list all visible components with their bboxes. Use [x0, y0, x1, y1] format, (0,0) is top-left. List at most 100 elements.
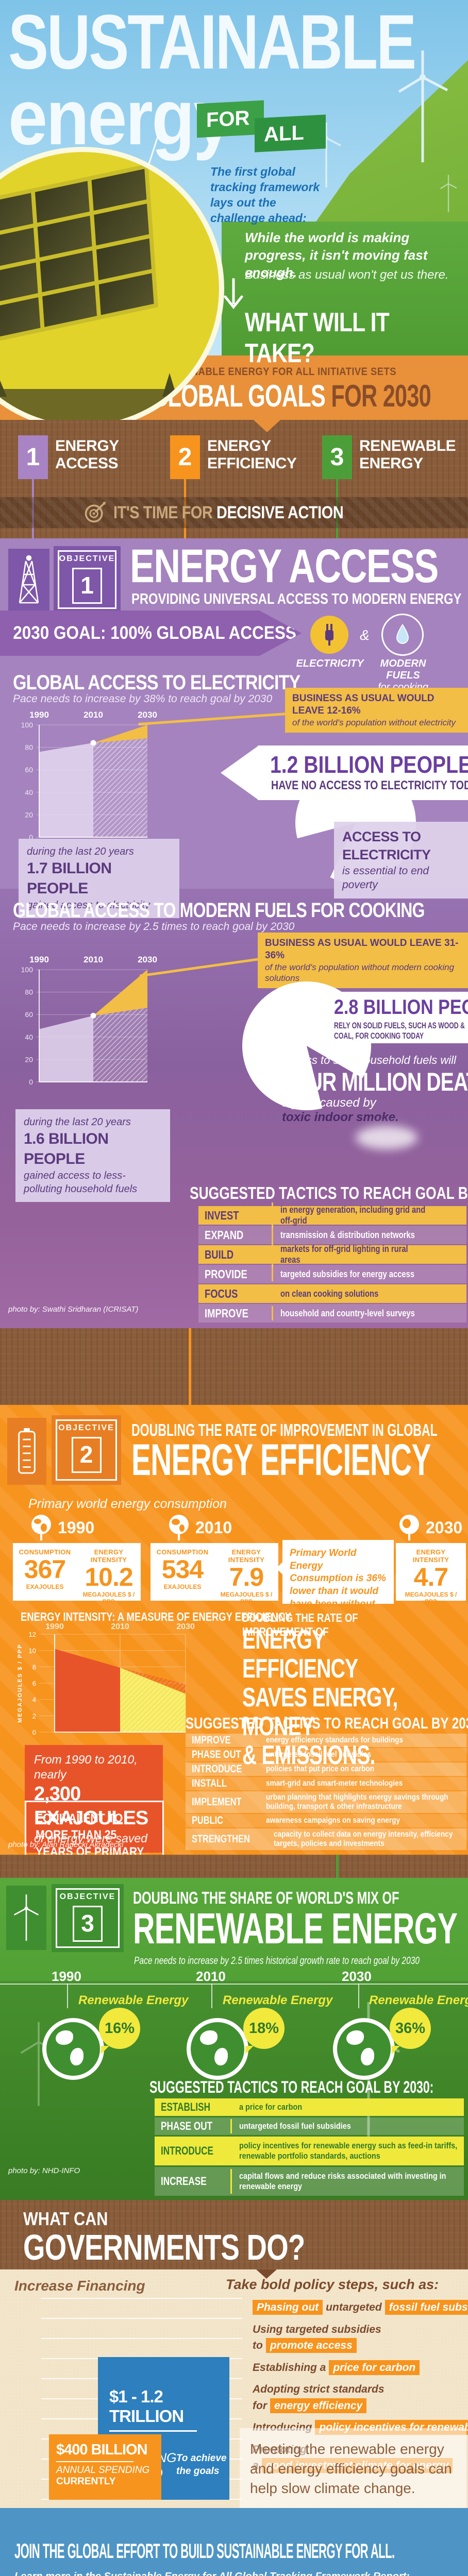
- svg-text:8: 8: [32, 1663, 36, 1671]
- tactic-row: BUILD markets for off-grid lighting in ru…: [198, 1242, 466, 1267]
- electricity-access-chart: 0 20 40 60 80 100 1990 2010 2030: [9, 708, 164, 845]
- tactic-row: IMPROVE household and country-level surve…: [198, 1304, 466, 1323]
- goal-item-energy-access: 1 ENERGY ACCESS: [18, 435, 119, 479]
- tree-silhouette: [162, 373, 177, 397]
- svg-text:2030: 2030: [176, 1622, 195, 1631]
- tactic-row: PROVIDE targeted subsidies for energy acc…: [198, 1265, 466, 1283]
- consumption-2010: CONSUMPTION 534 EXAJOULES: [156, 1548, 209, 1590]
- goal-item-renewable-energy: 3 RENEWABLE ENERGY: [322, 435, 456, 479]
- globe-2030-renewable: [333, 2018, 395, 2080]
- objective2-energy-efficiency-section: OBJECTIVE 2 DOUBLING THE RATE OF IMPROVE…: [0, 1405, 468, 1855]
- electricity-gained-box: during the last 20 years 1.7 BILLION PEO…: [19, 839, 179, 918]
- cooking-billion-caption: RELY ON SOLID FUELS, SUCH AS WOOD & COAL…: [334, 1021, 465, 1041]
- svg-text:2030: 2030: [138, 955, 157, 964]
- wind-turbine-badge-icon: [6, 1886, 46, 1950]
- svg-text:0: 0: [29, 1078, 33, 1086]
- decisive-action-text: IT'S TIME FOR DECISIVE ACTION: [113, 502, 344, 522]
- banner-pointer: [254, 420, 280, 432]
- svg-text:2010: 2010: [83, 710, 103, 720]
- pct-tail: [392, 2046, 400, 2054]
- green-field-photo: [222, 222, 468, 355]
- target-icon: [85, 501, 106, 523]
- globe-1990: 1990: [30, 1514, 94, 1541]
- svg-text:1990: 1990: [29, 710, 49, 720]
- intensity-2030: ENERGY INTENSITY 4.7 MEGAJOULES $ / PPP: [405, 1548, 457, 1605]
- arrow-tip-left: [221, 745, 259, 800]
- goal3-label: RENEWABLE ENERGY: [359, 437, 456, 472]
- objective3-title: RENEWABLE ENERGY: [133, 1904, 458, 1953]
- timeline-year-2010: 2010: [196, 1969, 226, 1984]
- electricity-poverty-note: ACCESS TO ELECTRICITY is essential to en…: [334, 822, 468, 899]
- electricity-billion-band: 1.2 BILLION PEOPLE HAVE NO ACCESS TO ELE…: [258, 745, 468, 800]
- exajoules-saved-box: From 1990 to 2010, nearly 2,300 EXAJOULE…: [25, 1745, 163, 1853]
- objective3-title-pre: DOUBLING THE SHARE OF WORLD'S MIX OF: [133, 1888, 399, 1907]
- timeline-tick: [211, 1984, 212, 2008]
- objective2-title: ENERGY EFFICIENCY: [131, 1435, 431, 1485]
- primary-consumption-label: Primary world energy consumption: [28, 1497, 227, 1511]
- svg-text:20: 20: [25, 1055, 33, 1063]
- svg-text:12: 12: [29, 1631, 36, 1638]
- governments-section: WHAT CAN GOVERNMENTS DO?: [0, 2200, 468, 2269]
- efficiency-big-statement: ENERGY EFFICIENCY SAVES ENERGY, MONEY & EM…: [242, 1625, 398, 1770]
- equivalent-box: EQUIVALENT TO MORE THAN 25 YEARS OF PRIM…: [25, 1801, 164, 1855]
- renewable-label-2010: Renewable Energy: [223, 1993, 333, 2007]
- policy-step: Adopting strict standards for energy effi…: [253, 2381, 468, 2414]
- timeline-line: [0, 1984, 468, 1985]
- globe-2010: 2010: [168, 1514, 232, 1541]
- access-tactics-heading: SUGGESTED TACTICS TO REACH GOAL BY 2030:: [190, 1183, 468, 1202]
- electricity-billion-caption: HAVE NO ACCESS TO ELECTRICITY TODAY: [271, 778, 468, 792]
- goal2-label: ENERGY EFFICIENCY: [207, 437, 297, 472]
- pct-tail: [245, 2046, 254, 2054]
- svg-text:2010: 2010: [111, 1622, 129, 1631]
- tactic-row: INCREASE capital flows and reduce risks a…: [155, 2167, 464, 2196]
- transmission-tower-icon: [8, 549, 49, 611]
- deaths-big-number: FOUR MILLION DEATHS: [281, 1067, 468, 1096]
- climate-closing-note: Meeting the renewable energy and energy …: [240, 2428, 466, 2508]
- tactic-row: INTRODUCE policy incentives for renewable…: [155, 2137, 464, 2165]
- cooking-access-chart: 0 20 40 60 80 100 1990 2010 2030: [9, 953, 164, 1090]
- efficiency-big-pre: DOUBLING THE RATE OF IMPROVEMENT OF: [242, 1611, 358, 1638]
- svg-text:80: 80: [25, 743, 33, 752]
- objective3-badge: OBJECTIVE 3: [52, 1884, 124, 1952]
- ampersand: &: [360, 627, 370, 643]
- intensity-chart-heading: ENERGY INTENSITY: A MEASURE OF ENERGY EF…: [21, 1610, 292, 1623]
- financing-bar-chart: $1 - 1.2 TRILLION ANNUAL SPENDING NEEDED…: [41, 2298, 242, 2500]
- renewable-label-1990: Renewable Energy: [78, 1993, 189, 2007]
- business-as-usual-statement: Business as usual won't get us there.: [245, 268, 449, 282]
- timeline-year-1990: 1990: [52, 1969, 81, 1984]
- electricity-bau-callout: BUSINESS AS USUAL WOULD LEAVE 12-16% of …: [285, 688, 468, 733]
- deaths-intro: Access to safe household fuels will end: [281, 1054, 456, 1080]
- wind-turbine-icon: [398, 50, 448, 162]
- svg-text:6: 6: [32, 1680, 36, 1687]
- globe-1990-renewable: [42, 2018, 104, 2080]
- governments-title-pre: WHAT CAN: [23, 2208, 108, 2229]
- efficiency-tactics-list: IMPROVE energy efficiency standards for b…: [186, 1734, 466, 1850]
- flag-for: FOR: [197, 100, 264, 138]
- timeline-tick: [67, 1984, 68, 2008]
- down-arrow-icon: [224, 278, 243, 310]
- modern-fuels-droplet-icon: [381, 614, 424, 656]
- consumption-1990: CONSUMPTION 367 EXAJOULES: [19, 1548, 71, 1590]
- energy-meter-icon: [7, 1418, 46, 1485]
- goal3-number-badge: 3: [322, 435, 352, 479]
- svg-text:1990: 1990: [45, 1622, 64, 1631]
- hero-section: SUSTAINABLE energy FOR ALL The first glo…: [0, 0, 468, 430]
- objective1-badge: OBJECTIVE 1: [54, 546, 121, 613]
- financing-policy-section: Increase Financing $1 - 1.2 TRILLION ANN…: [0, 2269, 468, 2508]
- policy-steps-heading: Take bold policy steps, such as:: [226, 2277, 439, 2292]
- pct-2030: 36%: [390, 2008, 431, 2049]
- svg-text:10: 10: [29, 1647, 36, 1655]
- decisive-action-band: IT'S TIME FOR DECISIVE ACTION: [0, 497, 468, 528]
- svg-text:100: 100: [21, 965, 34, 974]
- goal3-connector-line: [336, 479, 338, 538]
- electricity-access-heading: GLOBAL ACCESS TO ELECTRICITY: [13, 671, 300, 694]
- cooking-access-subheading: Pace needs to increase by 2.5 times to r…: [13, 921, 295, 933]
- wood-divider: [0, 1328, 468, 1405]
- goal2-connector-line: [184, 479, 186, 538]
- globe-2010-renewable: [187, 2018, 248, 2080]
- energy-intensity-chart: 0 2 4 6 8 10 12 1990 2010 2030 MEGAJOULES $ / PPP: [14, 1621, 200, 1742]
- deaths-caption1: a year caused by: [282, 1096, 376, 1110]
- svg-text:4: 4: [32, 1696, 36, 1704]
- tactic-row: INSTALL smart-grid and smart-meter techno…: [186, 1777, 466, 1790]
